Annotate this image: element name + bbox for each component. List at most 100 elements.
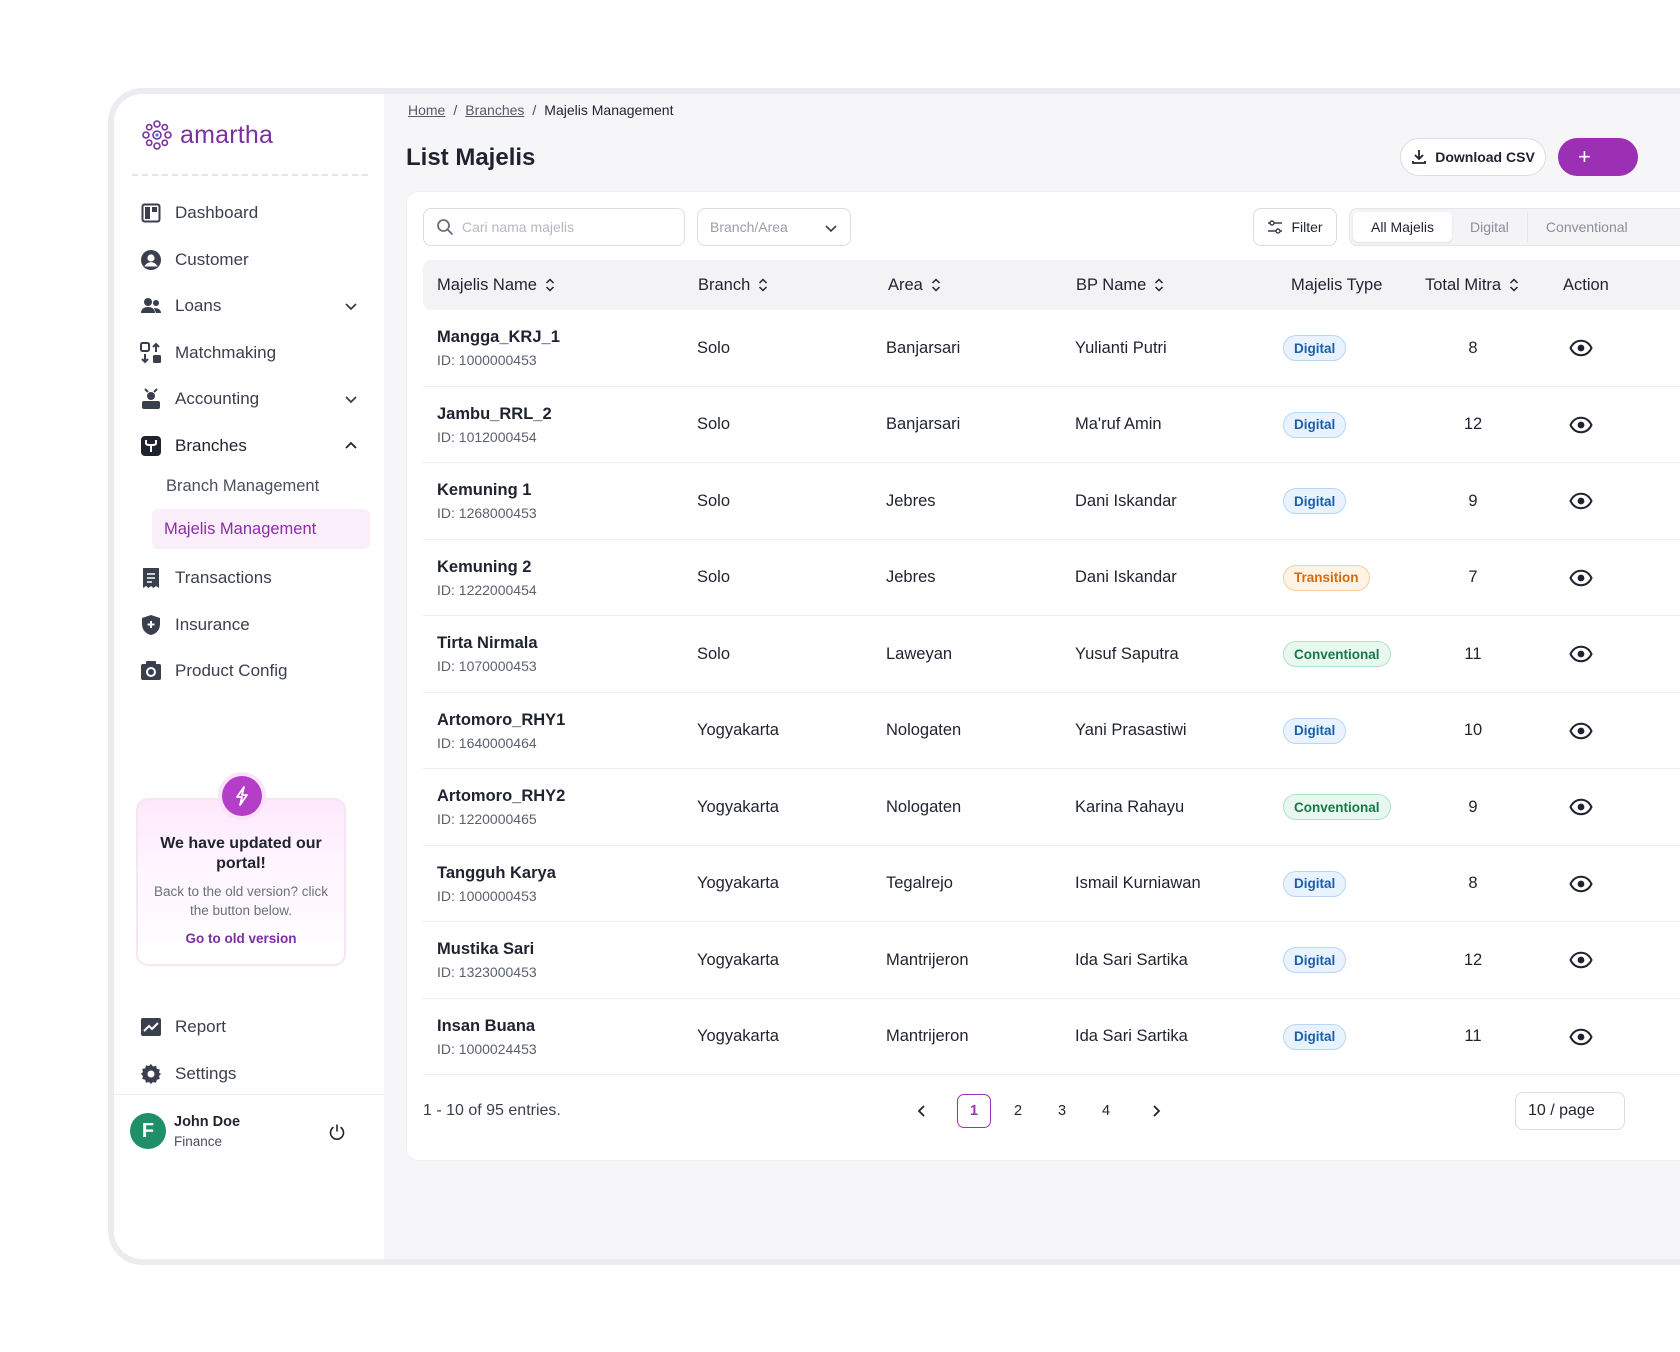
column-header-branch[interactable]: Branch bbox=[698, 260, 768, 310]
sort-icon bbox=[759, 278, 768, 292]
page-button-1[interactable]: 1 bbox=[957, 1094, 991, 1128]
majelis-type-badge: Digital bbox=[1283, 488, 1347, 514]
power-icon[interactable] bbox=[328, 1123, 346, 1141]
majelis-name[interactable]: Tangguh Karya bbox=[437, 863, 556, 882]
action-cell bbox=[1569, 463, 1593, 539]
bp-name-cell: Ida Sari Sartika bbox=[1075, 1027, 1188, 1045]
total-mitra-cell: 11 bbox=[1464, 644, 1482, 663]
view-eye-icon[interactable] bbox=[1569, 719, 1593, 743]
bp-name-cell: Ida Sari Sartika bbox=[1075, 950, 1188, 969]
column-header-label: Area bbox=[888, 275, 923, 294]
majelis-name[interactable]: Mustika Sari bbox=[437, 940, 535, 958]
sidebar-item-transactions[interactable]: Transactions bbox=[114, 555, 384, 602]
user-role: Finance bbox=[174, 1134, 223, 1149]
view-eye-icon[interactable] bbox=[1569, 336, 1593, 360]
branches-icon bbox=[140, 435, 162, 457]
branch-cell: Yogyakarta bbox=[697, 874, 779, 892]
majelis-name[interactable]: Tirta Nirmala bbox=[437, 634, 538, 652]
column-header-area[interactable]: Area bbox=[888, 260, 941, 310]
column-header-bp-name[interactable]: BP Name bbox=[1076, 260, 1164, 310]
table-row[interactable]: Mustika Sari ID: 1323000453 Yogyakarta Mant… bbox=[423, 922, 1680, 999]
view-eye-icon[interactable] bbox=[1569, 642, 1593, 666]
column-header-label: Majelis Type bbox=[1291, 275, 1383, 294]
sidebar-item-customer[interactable]: Customer bbox=[114, 237, 384, 284]
majelis-id: ID: 1640000464 bbox=[437, 734, 537, 751]
branch-cell: Yogyakarta bbox=[697, 797, 779, 816]
download-csv-button[interactable]: Download CSV bbox=[1400, 138, 1546, 176]
table-row[interactable]: Tangguh Karya ID: 1000000453 Yogyakarta Teg… bbox=[423, 846, 1680, 922]
majelis-name[interactable]: Artomoro_RHY2 bbox=[437, 787, 566, 805]
sidebar-item-insurance[interactable]: Insurance bbox=[114, 602, 384, 649]
view-eye-icon[interactable] bbox=[1569, 566, 1593, 590]
table-row[interactable]: Tirta Nirmala ID: 1070000453 Solo Laweyan Yu… bbox=[423, 616, 1680, 693]
search-input[interactable] bbox=[462, 219, 662, 235]
add-majelis-button[interactable]: + bbox=[1558, 138, 1638, 176]
view-eye-icon[interactable] bbox=[1569, 795, 1593, 819]
page-button-2[interactable]: 2 bbox=[1013, 1103, 1023, 1119]
page-button-4[interactable]: 4 bbox=[1101, 1103, 1111, 1119]
total-mitra-cell: 12 bbox=[1463, 950, 1483, 969]
sidebar-item-matchmaking[interactable]: Matchmaking bbox=[114, 330, 384, 377]
table-row[interactable]: Insan Buana ID: 1000024453 Yogyakarta Mantr… bbox=[423, 999, 1680, 1075]
area-cell: Nologaten bbox=[886, 797, 962, 816]
sidebar-item-product-config[interactable]: Product Config bbox=[114, 648, 384, 695]
sidebar-item-loans[interactable]: Loans bbox=[114, 283, 384, 330]
chevron-down-icon[interactable] bbox=[344, 392, 358, 406]
majelis-name[interactable]: Kemuning 2 bbox=[437, 557, 532, 576]
sidebar-item-settings[interactable]: Settings bbox=[114, 1051, 384, 1098]
filter-button[interactable]: Filter bbox=[1253, 208, 1337, 246]
prev-page-button[interactable] bbox=[905, 1094, 939, 1128]
chevron-up-icon[interactable] bbox=[344, 439, 358, 453]
view-eye-icon[interactable] bbox=[1569, 872, 1593, 896]
page-button-3[interactable]: 3 bbox=[1057, 1103, 1067, 1119]
settings-icon bbox=[140, 1063, 162, 1085]
table-row[interactable]: Artomoro_RHY2 ID: 1220000465 Yogyakarta Nol… bbox=[423, 769, 1680, 846]
view-eye-icon[interactable] bbox=[1569, 413, 1593, 437]
view-eye-icon[interactable] bbox=[1569, 948, 1593, 972]
action-cell bbox=[1569, 693, 1593, 769]
sidebar-item-accounting[interactable]: Accounting bbox=[114, 376, 384, 423]
sidebar-item-report[interactable]: Report bbox=[114, 1004, 384, 1051]
page-size-select[interactable]: 10 / page bbox=[1515, 1092, 1625, 1130]
chevron-down-icon[interactable] bbox=[344, 299, 358, 313]
majelis-id: ID: 1268000453 bbox=[437, 505, 537, 521]
majelis-name[interactable]: Kemuning 1 bbox=[437, 481, 532, 499]
majelis-name[interactable]: Insan Buana bbox=[437, 1016, 536, 1035]
sidebar-subitem-branch-management[interactable]: Branch Management bbox=[166, 476, 320, 495]
area-cell: Banjarsari bbox=[886, 338, 961, 357]
majelis-type-cell: Transition bbox=[1283, 540, 1370, 616]
divider bbox=[132, 174, 368, 176]
go-to-old-version-link[interactable]: Go to old version bbox=[185, 931, 297, 946]
logo[interactable]: amartha bbox=[140, 118, 273, 152]
table-row[interactable]: Mangga_KRJ_1 ID: 1000000453 Solo Banjarsari… bbox=[423, 310, 1680, 387]
customer-icon bbox=[140, 249, 162, 271]
breadcrumb-branches[interactable]: Branches bbox=[465, 102, 525, 118]
tab-all-majelis[interactable]: All Majelis bbox=[1353, 212, 1453, 242]
tab-digital[interactable]: Digital bbox=[1452, 212, 1528, 242]
action-cell bbox=[1569, 922, 1593, 998]
view-eye-icon[interactable] bbox=[1569, 1025, 1593, 1049]
next-page-button[interactable] bbox=[1139, 1094, 1173, 1128]
view-eye-icon[interactable] bbox=[1569, 489, 1593, 513]
breadcrumb-home[interactable]: Home bbox=[408, 102, 446, 118]
majelis-name[interactable]: Jambu_RRL_2 bbox=[437, 404, 552, 423]
table-row[interactable]: Kemuning 2 ID: 1222000454 Solo Jebres Dani I… bbox=[423, 540, 1680, 616]
column-header-majelis-name[interactable]: Majelis Name bbox=[437, 260, 555, 310]
table-row[interactable]: Kemuning 1 ID: 1268000453 Solo Jebres Dani I… bbox=[423, 463, 1680, 540]
table-row[interactable]: Artomoro_RHY1 ID: 1640000464 Yogyakarta Nol… bbox=[423, 693, 1680, 769]
branch-area-select[interactable]: Branch/Area bbox=[697, 208, 851, 246]
majelis-name[interactable]: Artomoro_RHY1 bbox=[437, 710, 566, 729]
majelis-name[interactable]: Mangga_KRJ_1 bbox=[437, 328, 560, 346]
sidebar-item-branches[interactable]: Branches bbox=[114, 423, 384, 470]
majelis-id: ID: 1323000453 bbox=[437, 964, 537, 980]
avatar[interactable]: F bbox=[130, 1113, 166, 1149]
sidebar-item-dashboard[interactable]: Dashboard bbox=[114, 190, 384, 237]
majelis-type-cell: Digital bbox=[1283, 310, 1347, 386]
table-row[interactable]: Jambu_RRL_2 ID: 1012000454 Solo Banjarsari M… bbox=[423, 387, 1680, 463]
tab-conventional[interactable]: Conventional bbox=[1545, 219, 1628, 235]
transactions-icon bbox=[140, 567, 162, 589]
column-header-total-mitra[interactable]: Total Mitra bbox=[1425, 260, 1519, 310]
column-header-label: Majelis Name bbox=[437, 275, 537, 294]
sidebar-subitem-majelis-management[interactable]: Majelis Management bbox=[152, 509, 370, 549]
majelis-id: ID: 1000000453 bbox=[437, 352, 537, 368]
